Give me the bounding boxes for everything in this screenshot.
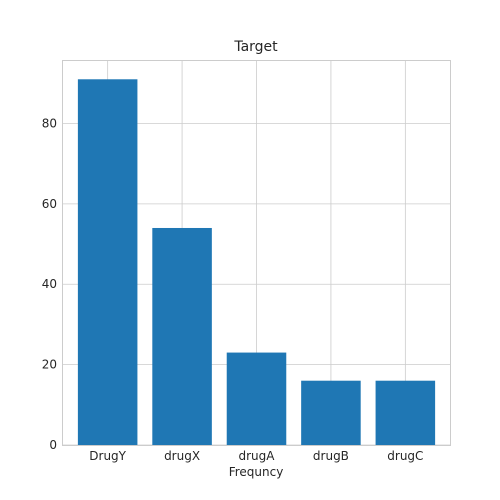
chart-title: Target [233,39,278,55]
x-tick-label: drugA [239,449,276,463]
bar-drugb [301,380,361,445]
y-tick-label: 80 [42,116,57,130]
y-tick-label: 40 [42,277,57,291]
x-axis-label: Frequncy [229,465,284,479]
y-tick-labels: 0 20 40 60 80 [42,116,57,452]
x-tick-label: drugC [387,449,423,463]
x-tick-label: DrugY [89,449,126,463]
bar-drugc [375,380,436,445]
y-tick-label: 60 [42,197,57,211]
x-tick-labels: DrugY drugX drugA drugB drugC [89,449,423,463]
bar-drugy [77,79,138,446]
bar-druga [226,352,287,445]
bars [77,79,436,446]
bar-drugx [152,227,212,445]
x-tick-label: drugB [313,449,349,463]
plot-frame [62,60,451,446]
x-tick-label: drugX [164,449,200,463]
y-tick-label: 0 [49,438,57,452]
y-tick-label: 20 [42,358,57,372]
